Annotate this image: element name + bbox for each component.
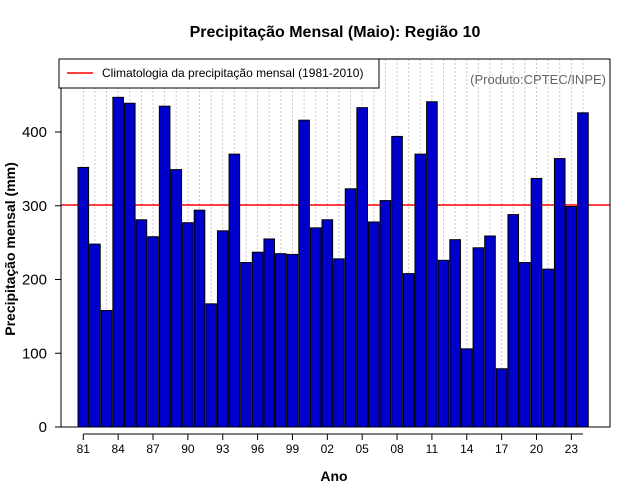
x-tick-label: 08 (390, 442, 404, 456)
bar-86 (135, 219, 148, 428)
legend: Climatologia da precipitação mensal (198… (58, 58, 380, 89)
bar-18 (507, 214, 520, 428)
bars-layer (77, 96, 589, 428)
x-tick-label: 02 (321, 442, 335, 456)
x-tick-label: 05 (356, 442, 370, 456)
y-axis-label: Precipitação mensal (mm) (2, 162, 18, 336)
bar-06 (368, 221, 380, 428)
x-axis-label: Ano (320, 468, 347, 484)
bar-23 (565, 205, 578, 428)
bar-97 (263, 238, 276, 428)
bar-24 (577, 112, 589, 428)
y-tick-label: 300 (22, 198, 47, 215)
chart-title: Precipitação Mensal (Maio): Região 10 (190, 24, 481, 41)
bar-98 (275, 253, 287, 428)
x-tick-label: 14 (460, 442, 474, 456)
bar-03 (333, 258, 345, 428)
x-tick-label: 20 (530, 442, 544, 456)
y-axis: 0 100 200 300 400 (22, 124, 61, 436)
bar-94 (228, 153, 241, 428)
bar-20 (530, 177, 543, 428)
bar-17 (495, 368, 508, 428)
x-tick-label: 84 (111, 442, 125, 456)
bar-14 (460, 348, 473, 428)
legend-label: Climatologia da precipitação mensal (198… (102, 66, 363, 80)
bar-10 (414, 153, 427, 428)
x-tick-label: 87 (146, 442, 160, 456)
x-tick-label: 90 (181, 442, 195, 456)
bar-83 (100, 309, 113, 428)
x-tick-label: 93 (216, 442, 230, 456)
bar-89 (170, 169, 183, 428)
bar-05 (356, 107, 368, 428)
x-tick-label: 23 (565, 442, 579, 456)
bar-88 (158, 105, 171, 428)
bar-02 (321, 219, 334, 428)
y-tick-label: 100 (22, 345, 47, 362)
bar-93 (216, 230, 229, 428)
y-tick-label: 200 (22, 272, 47, 289)
legend-box (58, 58, 380, 89)
bar-99 (286, 253, 299, 428)
x-tick-label: 17 (495, 442, 509, 456)
bar-00 (298, 119, 310, 428)
x-tick-label: 99 (286, 442, 300, 456)
y-tick-label: 0 (39, 419, 47, 436)
x-tick-label: 11 (426, 442, 439, 456)
bar-16 (484, 235, 496, 428)
bar-87 (147, 236, 159, 428)
bar-90 (182, 222, 194, 428)
bar-84 (112, 96, 124, 428)
bar-92 (205, 303, 217, 428)
bar-95 (240, 262, 252, 428)
bar-13 (449, 239, 461, 428)
bar-07 (379, 200, 392, 428)
x-tick-label: 96 (251, 442, 265, 456)
bar-85 (123, 102, 136, 428)
bar-04 (344, 188, 357, 428)
bar-08 (391, 135, 403, 428)
bar-11 (426, 101, 438, 428)
product-label: (Produto:CPTEC/INPE) (470, 72, 606, 87)
bar-22 (553, 158, 566, 428)
bar-09 (402, 273, 415, 428)
bar-21 (542, 268, 554, 428)
bar-12 (437, 259, 450, 428)
y-tick-label: 400 (22, 124, 47, 141)
bar-96 (251, 251, 264, 428)
bar-01 (309, 227, 322, 428)
bar-81 (77, 166, 90, 428)
bar-19 (519, 262, 531, 428)
x-tick-label: 81 (77, 442, 91, 456)
bar-82 (89, 243, 101, 428)
bar-15 (472, 247, 485, 428)
bar-91 (193, 209, 206, 428)
x-axis: 81 84 87 90 93 96 99 02 05 08 11 14 17 20 23 (77, 433, 583, 456)
